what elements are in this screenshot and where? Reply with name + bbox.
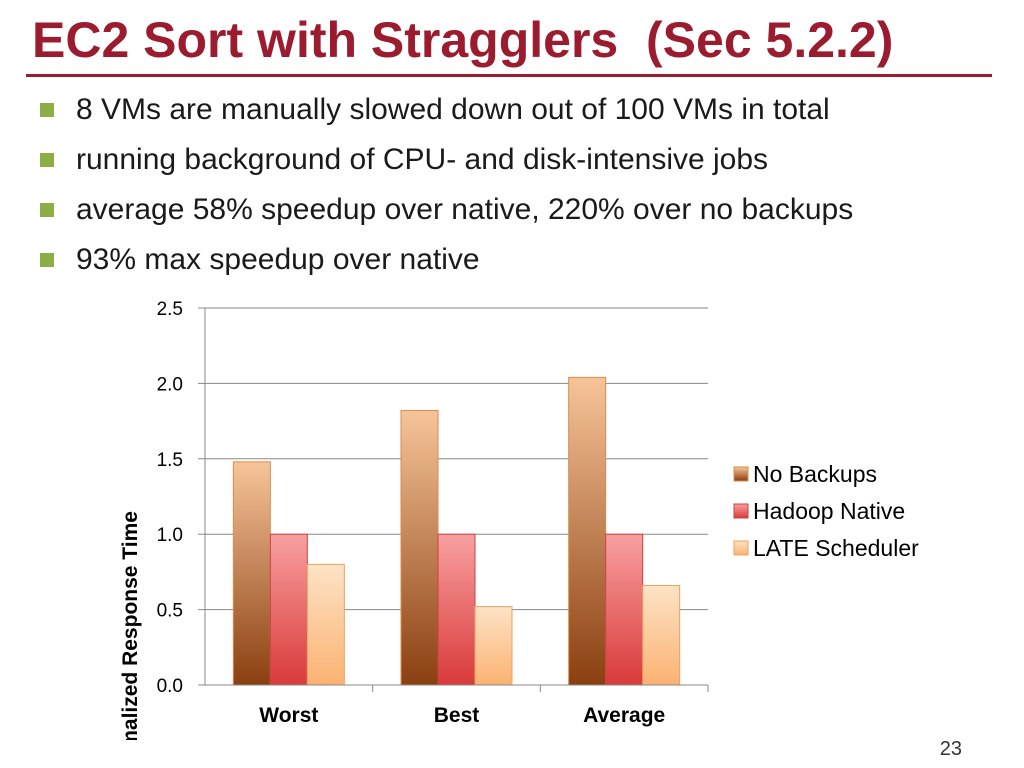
bar-no-backups-worst [232,461,271,686]
page-number: 23 [939,738,962,760]
bullet-item: 93% max speedup over native [38,238,853,288]
bar-hadoop-native-worst [269,533,308,686]
bar-hadoop-native-average [605,533,644,686]
bar-no-backups-best [400,410,439,686]
bar-late-scheduler-average [642,584,681,686]
slide-title: EC2 Sort with Stragglers (Sec 5.2.2) [32,12,894,68]
bullet-item: running background of CPU- and disk-inte… [38,138,853,188]
bullet-text: running background of CPU- and disk-inte… [76,143,769,176]
square-bullet-icon [40,103,54,117]
bullet-item: 8 VMs are manually slowed down out of 10… [38,88,853,138]
x-tick-label: Average [583,704,665,727]
y-tick-label: 0.5 [157,601,183,622]
legend-label: No Backups [753,461,877,487]
legend-swatch [733,540,749,556]
y-tick-label: 1.0 [157,525,183,546]
bar-late-scheduler-best [474,606,513,686]
legend-swatch [733,503,749,519]
bar-no-backups-average [568,376,607,686]
square-bullet-icon [40,153,54,167]
x-tick-label: Best [434,704,480,727]
y-tick-label: 2.0 [157,374,183,395]
x-tick-label: Worst [259,704,318,727]
bullet-text: 93% max speedup over native [76,243,480,276]
square-bullet-icon [40,203,54,217]
bullet-text: 8 VMs are manually slowed down out of 10… [76,93,830,126]
legend-label: LATE Scheduler [753,535,919,561]
legend-label: Hadoop Native [753,498,905,524]
bullet-item: average 58% speedup over native, 220% ov… [38,188,853,238]
bullet-text: average 58% speedup over native, 220% ov… [76,193,854,226]
bar-chart: 0.0 0.5 1.0 1.5 2.0 2.5 Worst Best Average No Ba… [119,299,919,740]
bar-hadoop-native-best [437,533,476,686]
y-tick-label: 1.5 [157,450,183,471]
y-tick-label: 0.0 [157,676,183,697]
title-underline [26,74,992,77]
bar-late-scheduler-worst [306,563,345,686]
bullet-list: 8 VMs are manually slowed down out of 10… [38,88,853,288]
y-axis-label: Normalized Response Time [119,511,142,740]
y-tick-label: 2.5 [157,299,183,320]
legend-swatch [733,466,749,482]
square-bullet-icon [40,253,54,267]
